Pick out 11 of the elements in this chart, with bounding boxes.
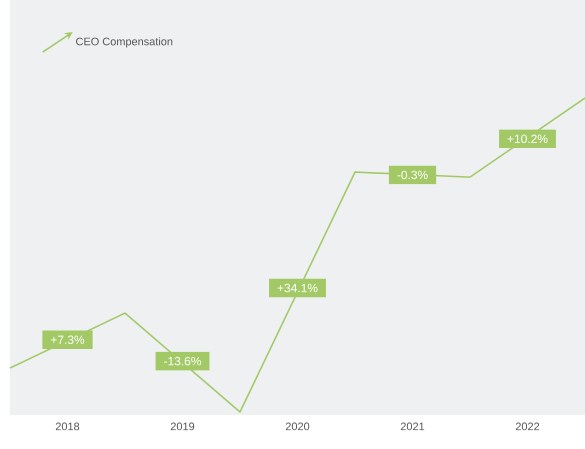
x-tick-label: 2019 bbox=[170, 422, 194, 430]
x-tick-label: 2021 bbox=[400, 422, 424, 430]
x-tick-label: 2018 bbox=[56, 422, 80, 430]
x-tick-label: 2020 bbox=[286, 422, 310, 430]
annotation: +7.3% bbox=[50, 336, 84, 344]
annotation: +10.2% bbox=[508, 134, 548, 144]
annotation: +34.1% bbox=[278, 284, 318, 292]
annotation: -13.6% bbox=[164, 356, 202, 366]
legend-label: CEO Compensation bbox=[76, 37, 172, 48]
x-tick-label: 2022 bbox=[516, 422, 540, 430]
annotation: -0.3% bbox=[397, 170, 428, 180]
